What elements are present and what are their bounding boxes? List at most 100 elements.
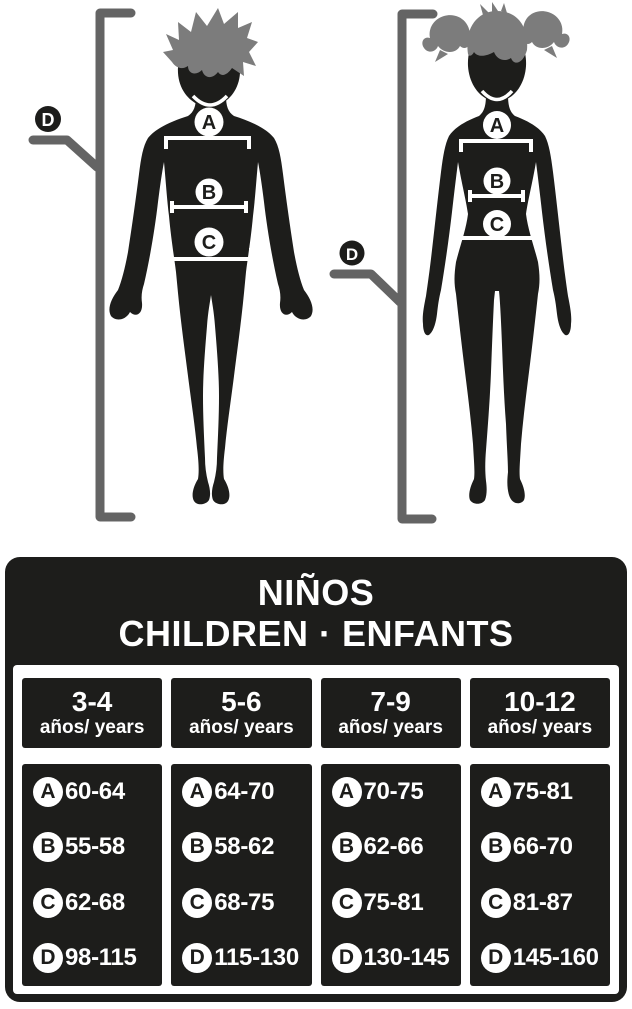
measure-row: D 98-115 bbox=[33, 942, 158, 973]
measure-value: 66-70 bbox=[512, 833, 573, 861]
girl-d-badge-letter: D bbox=[346, 245, 358, 264]
measure-letter-badge: D bbox=[331, 942, 362, 973]
girl-chin-line bbox=[480, 89, 514, 102]
measure-row: B 66-70 bbox=[480, 832, 606, 863]
boy-b-badge-circle bbox=[195, 178, 223, 206]
measure-letter-badge: D bbox=[33, 942, 63, 973]
title-spanish: NIÑOS bbox=[257, 572, 375, 613]
boy-c-badge-letter: C bbox=[202, 232, 216, 254]
measure-value: 75-81 bbox=[512, 778, 573, 805]
measure-letter-badge: A bbox=[182, 777, 213, 807]
age-unit: años/ years bbox=[189, 717, 294, 738]
measure-value: 58-62 bbox=[214, 833, 275, 861]
girl-pigtail-right bbox=[523, 11, 570, 58]
measure-row: C 81-87 bbox=[480, 887, 606, 918]
boy-chin-line bbox=[191, 94, 229, 107]
girl-height-pointer bbox=[329, 269, 405, 307]
measure-letter-badge: B bbox=[182, 832, 213, 863]
age-unit: años/ years bbox=[39, 717, 145, 738]
boy-figure: D A B C bbox=[28, 8, 313, 522]
measure-value: 115-130 bbox=[214, 943, 299, 971]
measure-row: B 58-62 bbox=[182, 832, 307, 863]
measure-value: 68-75 bbox=[214, 888, 275, 916]
age-header-7-9: 7-9 años/ years bbox=[320, 678, 461, 748]
boy-hip-bracket bbox=[162, 248, 253, 261]
boy-a-badge-letter: A bbox=[202, 112, 216, 134]
measure-row: D 145-160 bbox=[480, 942, 606, 973]
age-header-5-6: 5-6 años/ years bbox=[171, 678, 312, 748]
girl-body-silhouette bbox=[422, 95, 572, 504]
age-range: 10-12 bbox=[504, 686, 576, 717]
size-table-grid: 3-4 años/ years 5-6 años/ years 7-9 años… bbox=[13, 665, 619, 994]
measure-value: 70-75 bbox=[363, 778, 424, 805]
measure-row: C 62-68 bbox=[33, 887, 158, 918]
age-header-3-4: 3-4 años/ years bbox=[22, 678, 163, 748]
measure-letter-badge: B bbox=[331, 832, 362, 863]
age-range: 7-9 bbox=[370, 686, 411, 717]
measure-letter-badge: A bbox=[480, 777, 511, 807]
measure-row: C 75-81 bbox=[331, 887, 457, 918]
measure-row: A 60-64 bbox=[33, 777, 158, 807]
girl-chest-bracket bbox=[459, 139, 533, 152]
measure-letter-badge: A bbox=[33, 777, 63, 807]
measure-row: A 70-75 bbox=[331, 777, 457, 807]
age-unit: años/ years bbox=[338, 717, 443, 738]
measure-letter-badge: A bbox=[331, 777, 362, 807]
measure-value: 62-66 bbox=[363, 833, 424, 861]
boy-c-badge-circle bbox=[194, 227, 224, 257]
measure-row: D 130-145 bbox=[331, 942, 457, 973]
measure-letter-badge: B bbox=[480, 832, 511, 863]
measure-row: B 62-66 bbox=[331, 832, 457, 863]
boy-d-badge-letter: D bbox=[42, 110, 55, 130]
measure-value: 62-68 bbox=[65, 888, 125, 916]
age-unit: años/ years bbox=[487, 717, 593, 738]
boy-d-badge-circle bbox=[35, 106, 61, 132]
boy-body-silhouette bbox=[109, 96, 313, 505]
measure-letter-badge: C bbox=[331, 887, 362, 918]
boy-height-bracket bbox=[95, 8, 136, 522]
girl-waist-line bbox=[468, 190, 525, 202]
measure-value: 98-115 bbox=[65, 943, 137, 971]
boy-b-badge-letter: B bbox=[202, 182, 216, 204]
age-range: 3-4 bbox=[71, 686, 113, 717]
girl-b-badge-letter: B bbox=[490, 171, 504, 193]
measure-value: 130-145 bbox=[363, 943, 450, 971]
size-column-3-4: A 60-64 B 55-58 C 62-68 D 98-115 bbox=[22, 764, 163, 986]
measure-letter-badge: B bbox=[33, 832, 63, 863]
girl-b-badge-circle bbox=[483, 167, 511, 195]
size-column-7-9: A 70-75 B 62-66 C 75-81 D 130-145 bbox=[320, 764, 461, 986]
measure-letter-badge: D bbox=[480, 942, 511, 973]
measure-row: A 64-70 bbox=[182, 777, 307, 807]
measure-letter-badge: C bbox=[480, 887, 511, 918]
girl-c-badge-letter: C bbox=[490, 214, 504, 236]
boy-a-badge-circle bbox=[194, 107, 224, 137]
boy-height-pointer bbox=[28, 135, 102, 172]
boy-chest-bracket bbox=[164, 136, 251, 149]
measure-value: 55-58 bbox=[65, 833, 125, 861]
measure-value: 81-87 bbox=[512, 888, 573, 916]
girl-c-badge-circle bbox=[483, 210, 511, 238]
girl-d-badge-circle bbox=[339, 240, 365, 266]
girl-figure: D A B C bbox=[329, 2, 572, 524]
boy-hair bbox=[163, 8, 258, 78]
measure-letter-badge: D bbox=[182, 942, 213, 973]
age-range: 5-6 bbox=[221, 686, 262, 717]
measurement-figures: D A B C D bbox=[28, 2, 572, 524]
girl-pigtail-left bbox=[422, 15, 471, 62]
measure-letter-badge: C bbox=[182, 887, 213, 918]
measure-letter-badge: C bbox=[33, 887, 63, 918]
girl-hair-crown bbox=[467, 11, 528, 63]
boy-waist-line bbox=[170, 201, 248, 213]
title-english-french: CHILDREN · ENFANTS bbox=[118, 613, 514, 654]
measure-row: C 68-75 bbox=[182, 887, 307, 918]
size-table-title: NIÑOS CHILDREN · ENFANTS bbox=[5, 557, 627, 654]
measure-value: 145-160 bbox=[512, 943, 599, 971]
girl-a-badge-letter: A bbox=[490, 115, 504, 137]
measure-value: 64-70 bbox=[214, 778, 275, 805]
size-table: NIÑOS CHILDREN · ENFANTS 3-4 años/ years… bbox=[5, 557, 627, 1002]
measure-row: A 75-81 bbox=[480, 777, 606, 807]
measure-value: 75-81 bbox=[363, 888, 424, 916]
measure-row: B 55-58 bbox=[33, 832, 158, 863]
size-column-10-12: A 75-81 B 66-70 C 81-87 D 145-160 bbox=[469, 764, 610, 986]
